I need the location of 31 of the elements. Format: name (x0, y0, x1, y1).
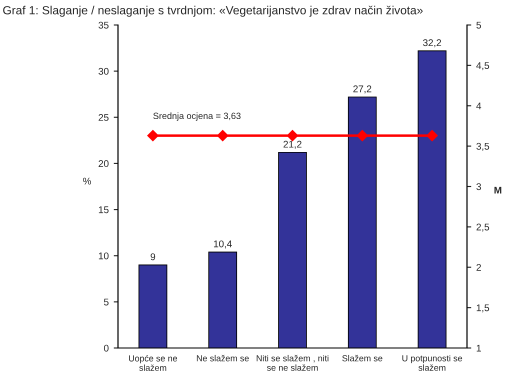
y2-tick-label: 5 (476, 22, 482, 29)
y-axis-title: % (83, 178, 92, 185)
y2-tick-label: 3 (476, 183, 482, 190)
y2-tick-label: 2 (476, 264, 481, 271)
y-tick-label: 10 (98, 252, 109, 260)
data-label: 27,2 (353, 85, 372, 94)
x-tick-label: Niti se slažem , niti se ne slažem (256, 354, 328, 371)
chart-title: Graf 1: Slaganje / neslaganje s tvrdnjom: «Vegetarijanstvo je zdrav način života» (3, 6, 423, 17)
x-tick-label: U potpunosti se slažem (402, 354, 462, 371)
y2-tick-label: 3,5 (476, 142, 490, 151)
y2-tick-label: 1,5 (476, 304, 490, 312)
x-tick-label: Ne slažem se (196, 354, 249, 362)
y2-tick-label: 2,5 (476, 224, 490, 232)
y-tick-label: 0 (104, 344, 109, 352)
annotation: Srednja ocjena = 3,63 (153, 112, 241, 121)
y-tick-label: 5 (104, 298, 109, 306)
y2-tick-label: 4,5 (476, 62, 490, 70)
y-tick-label: 20 (98, 160, 109, 168)
data-label: 9 (150, 253, 156, 260)
y2-tick-label: 4 (476, 102, 482, 110)
x-tick-label: Uopće se ne slažem (129, 354, 178, 371)
data-label: 32,2 (423, 39, 442, 48)
data-label: 10,4 (214, 240, 232, 248)
x-tick-label: Slažem se (342, 354, 382, 362)
y-tick-label: 30 (98, 68, 109, 75)
y-tick-label: 25 (98, 114, 109, 121)
y-tick-label: 15 (98, 206, 109, 214)
y2-tick-label: 1 (476, 344, 481, 352)
y-tick-label: 35 (98, 22, 109, 29)
y2-axis-title: M (494, 186, 502, 194)
data-label: 21,2 (284, 140, 302, 149)
